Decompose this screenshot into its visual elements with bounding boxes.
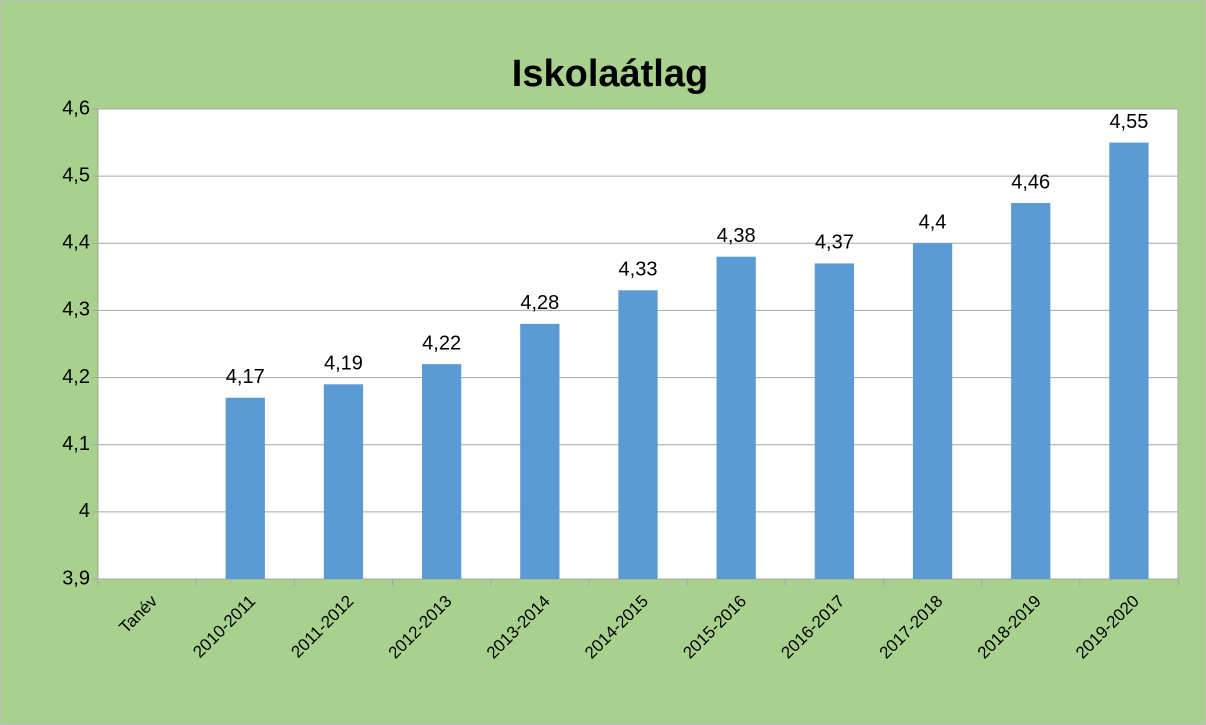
- y-tick-label: 4,1: [62, 433, 90, 455]
- bar: [912, 243, 953, 580]
- bar: [422, 364, 462, 579]
- bar: [520, 323, 560, 579]
- y-tick-label: 4,5: [62, 164, 90, 186]
- value-label: 4,38: [717, 225, 756, 247]
- value-label: 4,55: [1109, 111, 1148, 133]
- bar: [1109, 142, 1149, 580]
- value-label: 4,33: [619, 259, 658, 281]
- value-label: 4,4: [919, 212, 947, 234]
- bar: [323, 384, 364, 579]
- value-label: 4,17: [226, 366, 265, 388]
- bar: [716, 256, 756, 579]
- y-tick-label: 3,9: [62, 567, 90, 589]
- value-label: 4,28: [520, 292, 559, 314]
- y-tick-label: 4,6: [62, 97, 90, 119]
- value-label: 4,22: [422, 332, 461, 354]
- bar: [225, 397, 265, 579]
- value-label: 4,19: [324, 353, 363, 375]
- bar: [814, 263, 854, 579]
- y-tick-label: 4: [79, 500, 90, 522]
- value-label: 4,37: [815, 232, 854, 254]
- bar: [1011, 203, 1051, 579]
- y-tick-label: 4,4: [62, 232, 90, 254]
- y-tick-label: 4,2: [62, 366, 90, 388]
- value-label: 4,46: [1011, 171, 1050, 193]
- y-tick-label: 4,3: [62, 299, 90, 321]
- chart-title: Iskolaátlag: [512, 53, 708, 95]
- bar: [618, 290, 658, 579]
